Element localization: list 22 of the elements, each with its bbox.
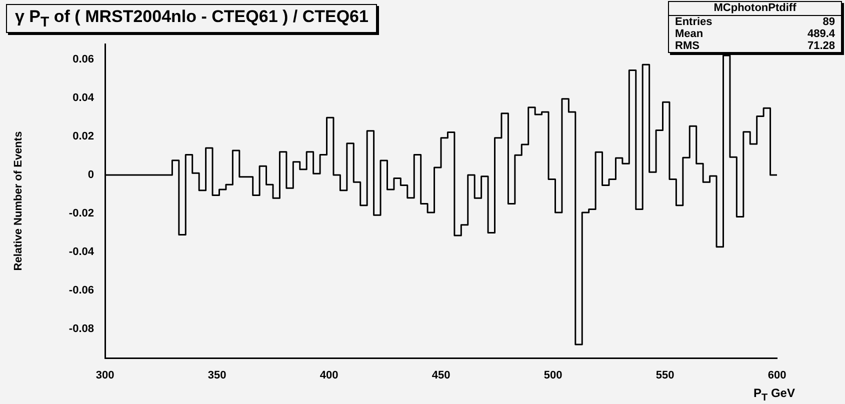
text: Entries 89 — [675, 16, 835, 28]
x-tick-label: 450 — [432, 370, 450, 382]
text: RMS 71.28 — [675, 40, 835, 52]
x-tick-label: 500 — [544, 370, 562, 382]
x-tick-label: 350 — [208, 370, 226, 382]
x-tick-label: 550 — [656, 370, 674, 382]
chart-title: γ P$_{T}$ of ( MRST2004nlo - CTEQ61 ) / CTEQ61 — [6, 4, 378, 34]
text: MCphotonPtdiff — [669, 2, 841, 16]
x-tick-label: 300 — [96, 370, 114, 382]
y-axis-title: Relative Number of Events — [12, 131, 25, 271]
y-tick-label: -0.04 — [68, 246, 95, 258]
x-tick-label: 400 — [320, 370, 338, 382]
y-tick-label: -0.08 — [68, 323, 94, 336]
y-tick-label: -0.06 — [68, 284, 94, 297]
y-tick-label: 0.06 — [72, 53, 94, 66]
x-tick-label: 600 — [768, 370, 786, 382]
y-tick-label: -0.02 — [68, 208, 94, 220]
y-tick-label: 0 — [88, 169, 94, 182]
y-tick-label: 0.04 — [72, 92, 95, 104]
y-tick-label: 0.02 — [72, 130, 94, 142]
text: Mean 489.4 — [675, 28, 835, 40]
x-axis-title: P$_{T}$ GeV — [754, 386, 795, 404]
